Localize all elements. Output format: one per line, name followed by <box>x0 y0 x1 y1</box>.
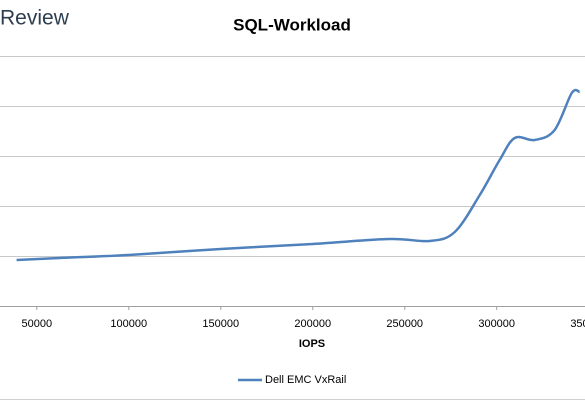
x-tick-label: 150000 <box>202 318 239 330</box>
brand: Review <box>0 7 70 30</box>
x-tick-label: 50000 <box>21 318 52 330</box>
legend-label: Dell EMC VxRail <box>265 374 346 386</box>
x-axis-label: IOPS <box>299 338 325 350</box>
x-tick-label: 350000 <box>570 318 585 330</box>
line-series <box>16 88 581 262</box>
x-tick-label: 300000 <box>478 318 515 330</box>
x-tick-label: 100000 <box>110 318 147 330</box>
x-tick-label: 200000 <box>294 318 331 330</box>
x-tick-label: 250000 <box>386 318 423 330</box>
chart-title: SQL-Workload <box>233 15 351 34</box>
